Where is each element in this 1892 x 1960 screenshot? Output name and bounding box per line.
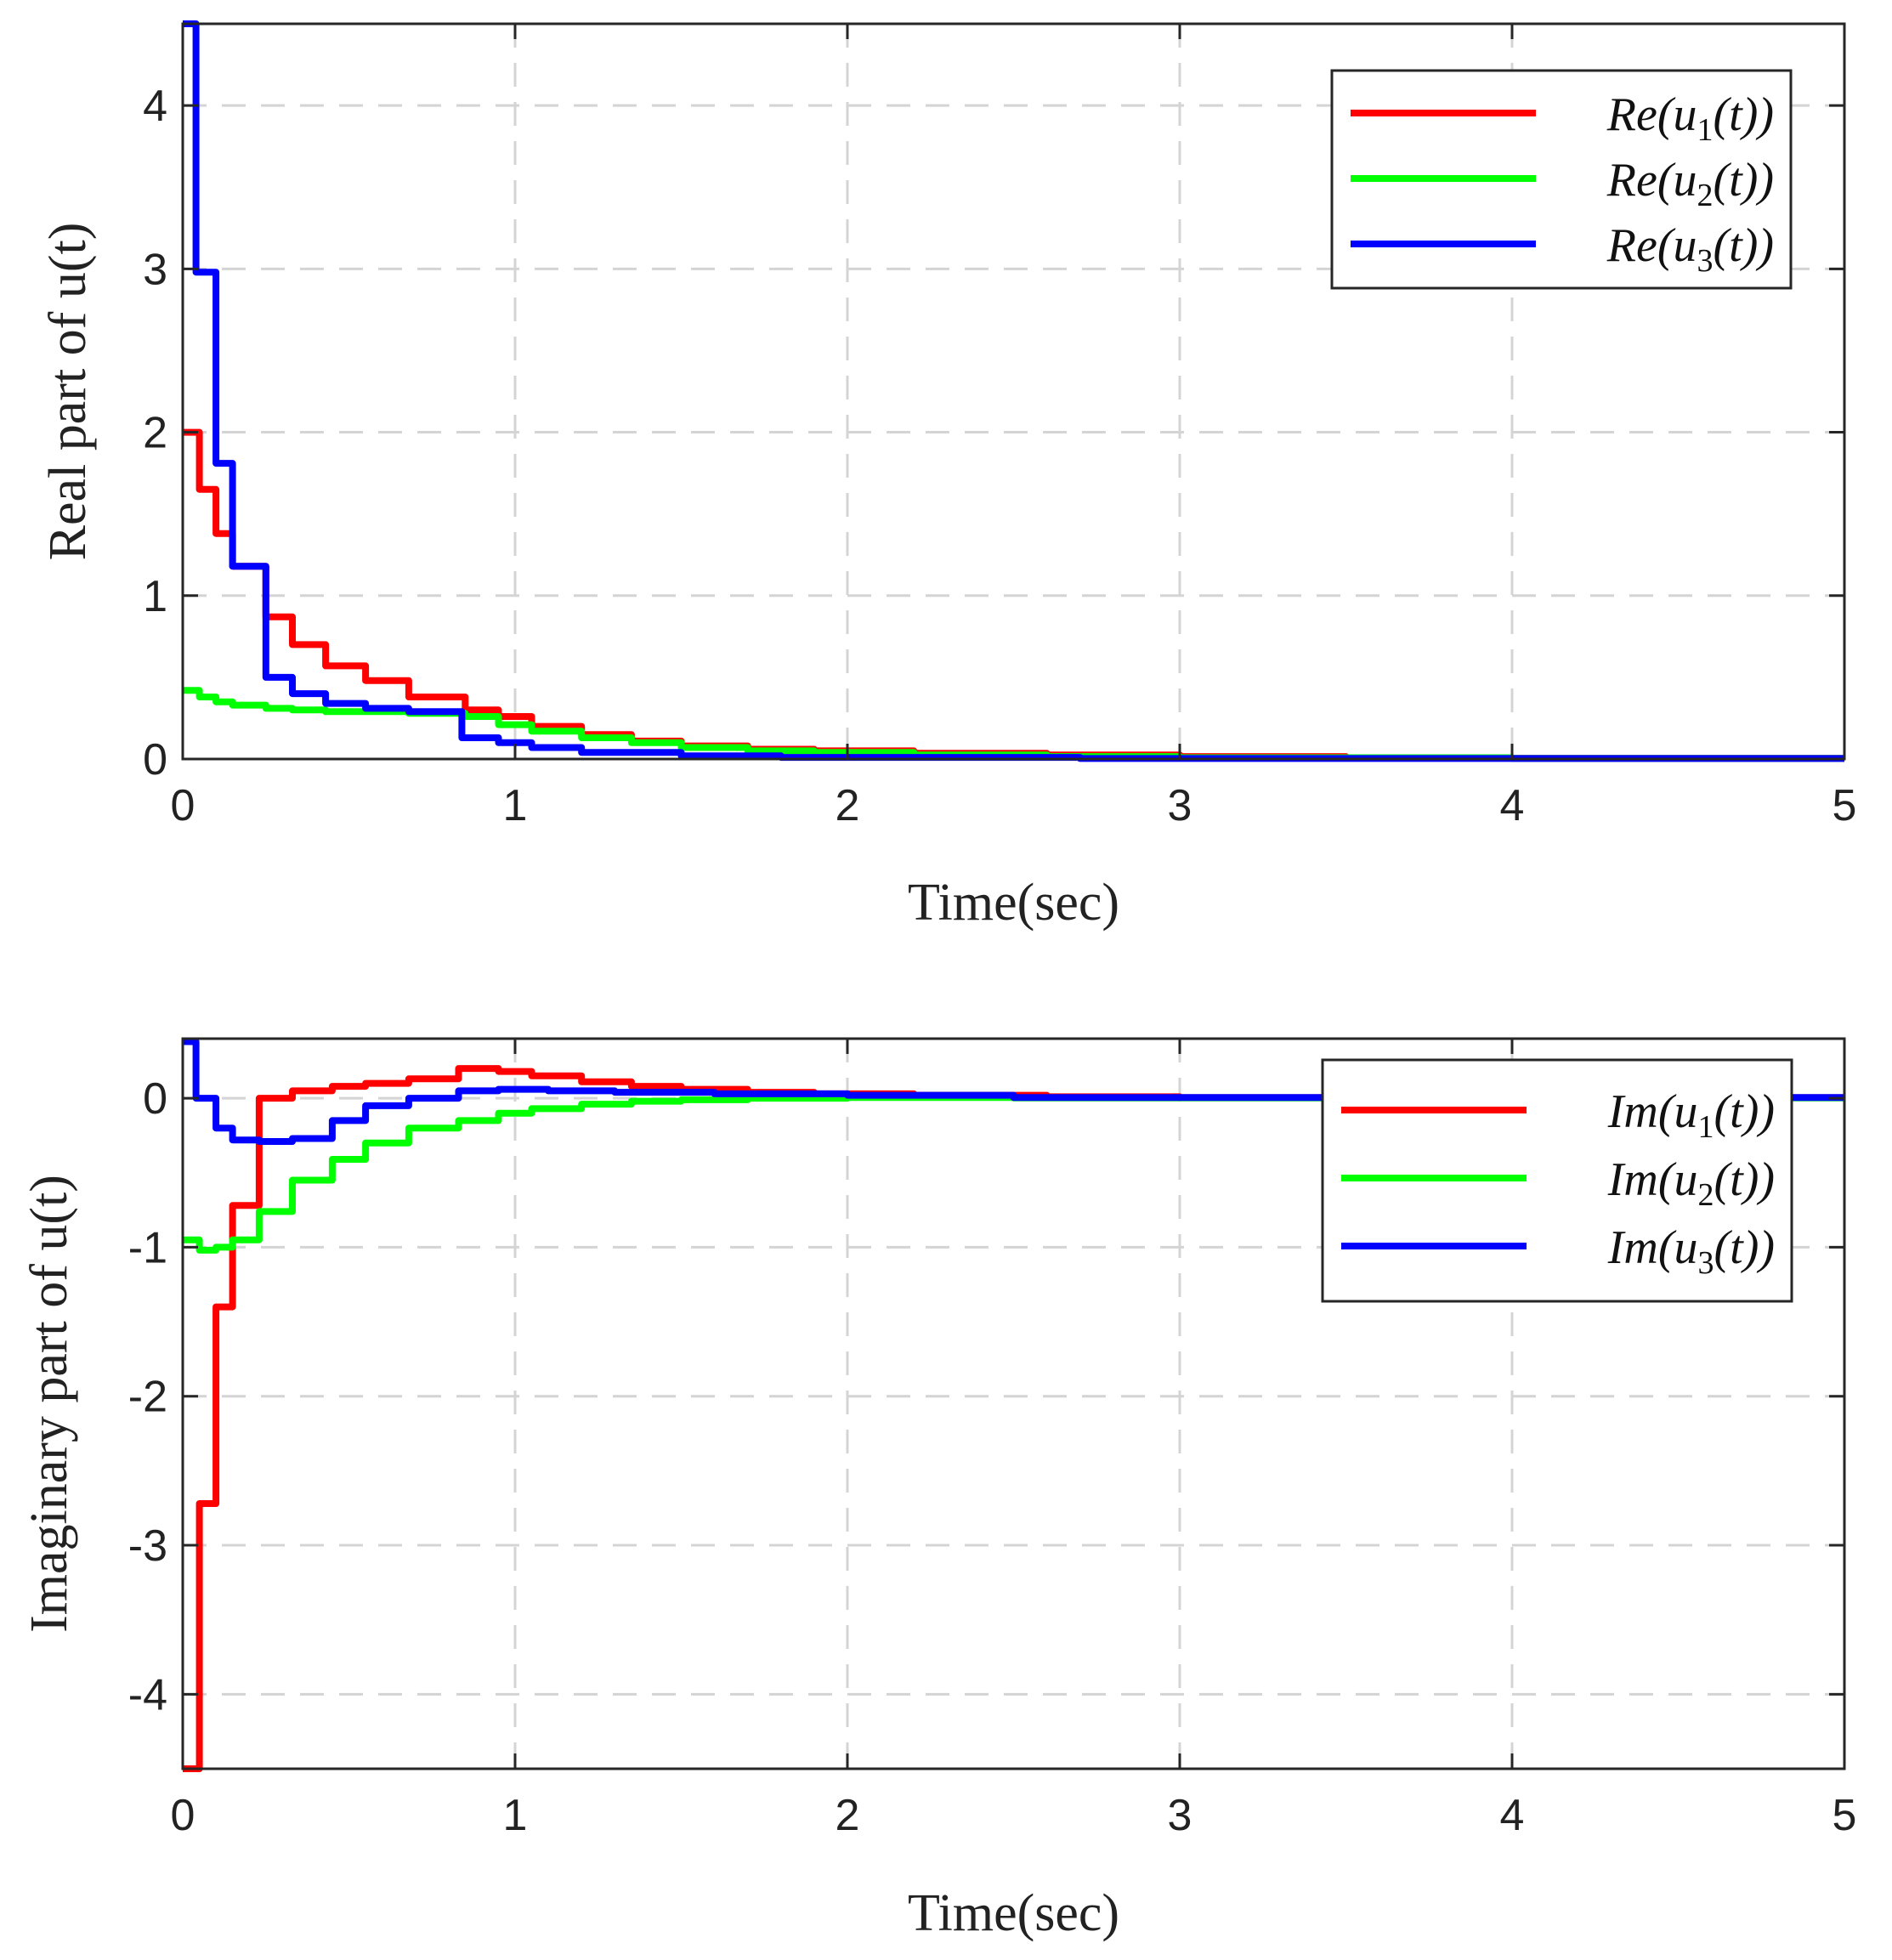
- y-tick-label: 0: [143, 735, 167, 785]
- y-tick-label: 4: [143, 82, 167, 131]
- y-tick-label: -2: [128, 1373, 167, 1422]
- x-tick-label: 5: [1833, 781, 1857, 830]
- x-tick-label: 0: [171, 1791, 195, 1840]
- x-tick-label: 0: [171, 781, 195, 830]
- legend-label-3: Re(u3(t)): [1606, 219, 1774, 279]
- x-tick-label: 3: [1168, 781, 1192, 830]
- axes-frame: [181, 1037, 1846, 1770]
- series-line-3: [183, 1038, 1844, 1145]
- axes-frame: [181, 22, 1846, 761]
- x-tick-label: 4: [1500, 1791, 1525, 1840]
- legend: Im(u1(t)) Im(u2(t)) Im(u3(t)): [1321, 1058, 1793, 1303]
- y-tick-label: -1: [128, 1223, 167, 1272]
- y-tick-label: -3: [128, 1521, 167, 1571]
- series-line-3: [183, 20, 1844, 762]
- legend: Re(u1(t)) Re(u2(t)) Re(u3(t)): [1330, 69, 1793, 290]
- x-tick-label: 4: [1500, 781, 1525, 830]
- y-tick-label: -4: [128, 1670, 167, 1719]
- y-tick-label: 0: [143, 1074, 167, 1124]
- legend-label-1: Re(u1(t)): [1606, 88, 1774, 148]
- series-line-2: [183, 1094, 1844, 1254]
- y-axis-title: Imaginary part of u(t): [20, 1175, 78, 1633]
- x-tick-label: 2: [836, 1791, 860, 1840]
- x-axis-title: Time(sec): [908, 874, 1119, 932]
- y-tick-label: 2: [143, 409, 167, 458]
- legend-label-2: Im(u2(t)): [1607, 1153, 1775, 1213]
- x-tick-label: 3: [1168, 1791, 1192, 1840]
- legend-label-3: Im(u3(t)): [1607, 1221, 1775, 1281]
- legend-label-2: Re(u2(t)): [1606, 154, 1774, 213]
- chart-1: 0 1 2 3 4 5 0 1 2 3 4 Time(sec) Real part of u(t) Re(…: [39, 20, 1857, 932]
- x-tick-label: 1: [503, 1791, 528, 1840]
- x-tick-label: 2: [836, 781, 860, 830]
- chart-2: 0 1 2 3 4 5 0 -1 -2 -3 -4 Time(sec) Imaginary part o…: [20, 1037, 1857, 1942]
- x-axis-title: Time(sec): [908, 1884, 1119, 1942]
- legend-label-1: Im(u1(t)): [1607, 1085, 1775, 1145]
- y-tick-label: 1: [143, 572, 167, 621]
- x-tick-label: 1: [503, 781, 528, 830]
- x-tick-label: 5: [1833, 1791, 1857, 1840]
- y-tick-label: 3: [143, 245, 167, 294]
- y-axis-title: Real part of u(t): [39, 223, 97, 561]
